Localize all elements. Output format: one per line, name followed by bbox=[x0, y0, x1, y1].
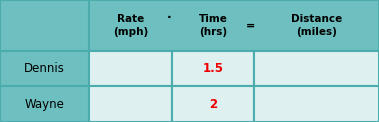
Text: Time
(hrs): Time (hrs) bbox=[199, 14, 228, 36]
Bar bbox=[89, 51, 172, 86]
Bar bbox=[254, 86, 379, 122]
Text: ·: · bbox=[166, 11, 171, 25]
Bar bbox=[0, 0, 89, 51]
Bar bbox=[0, 86, 89, 122]
Text: Rate
(mph): Rate (mph) bbox=[113, 14, 149, 36]
Bar bbox=[254, 51, 379, 86]
Text: 2: 2 bbox=[209, 98, 217, 111]
Bar bbox=[0, 51, 89, 86]
Text: =: = bbox=[246, 20, 255, 30]
Text: Distance
(miles): Distance (miles) bbox=[291, 14, 342, 36]
Bar bbox=[172, 86, 254, 122]
Text: 1.5: 1.5 bbox=[203, 62, 224, 75]
Bar bbox=[172, 51, 254, 86]
Text: Wayne: Wayne bbox=[25, 98, 64, 111]
Bar bbox=[89, 0, 379, 51]
Text: Dennis: Dennis bbox=[24, 62, 65, 75]
Bar bbox=[89, 86, 172, 122]
